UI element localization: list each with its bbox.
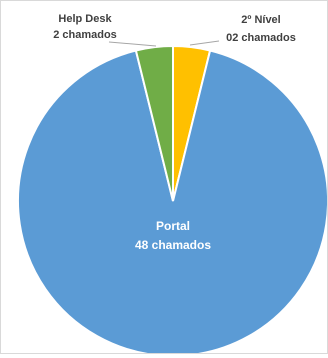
pie-chart: Help Desk 2 chamados 2º Nível 02 chamado… bbox=[17, 13, 328, 357]
leader-line-2-nivel bbox=[189, 40, 220, 46]
label-portal: Portal 48 chamados bbox=[135, 219, 211, 252]
label-2-nivel-name: 2º Nível bbox=[241, 14, 280, 26]
label-help-desk-value: 2 chamados bbox=[53, 29, 117, 41]
label-portal-name: Portal bbox=[156, 219, 190, 233]
pie-slices bbox=[17, 44, 328, 357]
label-help-desk-name: Help Desk bbox=[58, 13, 112, 25]
label-2-nivel-value: 02 chamados bbox=[226, 32, 296, 44]
label-help-desk: Help Desk 2 chamados bbox=[53, 13, 157, 47]
label-2-nivel: 2º Nível 02 chamados bbox=[189, 14, 296, 46]
slice-help-desk bbox=[134, 44, 174, 202]
label-portal-value: 48 chamados bbox=[135, 238, 211, 252]
leader-line-help-desk bbox=[108, 41, 157, 47]
